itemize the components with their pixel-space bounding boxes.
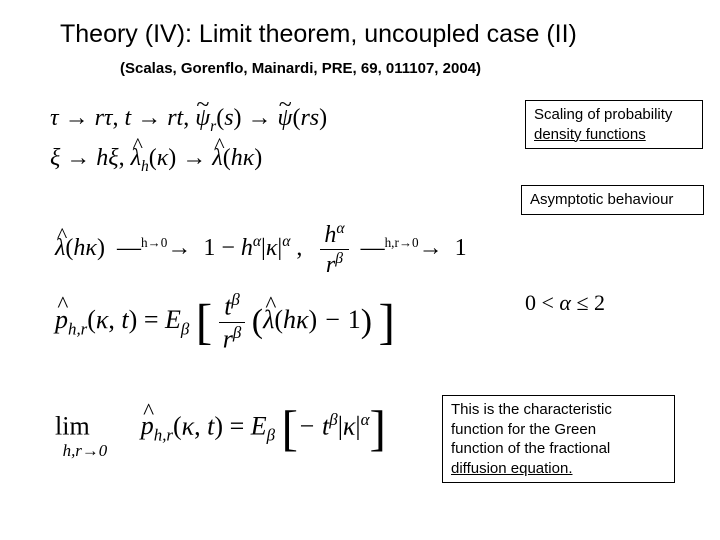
box-scaling-line1: Scaling of probability bbox=[534, 106, 672, 123]
formula-p-hr: ph,r(κ, t) = Eβ [ tβrβ (λ(hκ) − 1) ] bbox=[55, 290, 395, 354]
box-char-l3: function of the fractional bbox=[451, 440, 610, 457]
box-asymptotic-text: Asymptotic behaviour bbox=[530, 191, 673, 208]
formula-scaling-xi: ξ → hξ, λh(κ) → λ(hκ) bbox=[50, 145, 262, 176]
box-char-l4: diffusion equation. bbox=[451, 460, 573, 477]
formula-limit: limh,r→0 ph,r(κ, t) = Eβ [− tβ|κ|α] bbox=[55, 400, 386, 457]
box-scaling-line2: density functions bbox=[534, 126, 646, 143]
page-title: Theory (IV): Limit theorem, uncoupled ca… bbox=[60, 20, 577, 49]
box-char-l1: This is the characteristic bbox=[451, 401, 612, 418]
box-asymptotic-label: Asymptotic behaviour bbox=[521, 185, 704, 215]
box-characteristic-label: This is the characteristic function for … bbox=[442, 395, 675, 483]
citation-text: (Scalas, Gorenflo, Mainardi, PRE, 69, 01… bbox=[120, 60, 481, 77]
box-char-l2: function for the Green bbox=[451, 421, 596, 438]
box-scaling-label: Scaling of probability density functions bbox=[525, 100, 703, 149]
formula-scaling-tau: τ → rτ, t → rt, ψr(s) → ψ(rs) bbox=[50, 105, 327, 136]
formula-lambda-asymptotic: λ(hκ) —h→0→ 1 − hα|κ|α , hαrβ —h,r→0→ 1 bbox=[55, 220, 467, 279]
formula-alpha-constraint: 0 < α ≤ 2 bbox=[525, 290, 605, 316]
